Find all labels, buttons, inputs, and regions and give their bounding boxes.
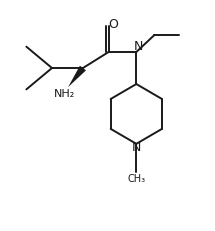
Text: N: N	[132, 140, 141, 153]
Text: CH₃: CH₃	[127, 173, 145, 183]
Text: NH₂: NH₂	[54, 88, 75, 98]
Text: N: N	[134, 40, 144, 53]
Text: O: O	[108, 18, 118, 30]
Polygon shape	[68, 66, 86, 88]
